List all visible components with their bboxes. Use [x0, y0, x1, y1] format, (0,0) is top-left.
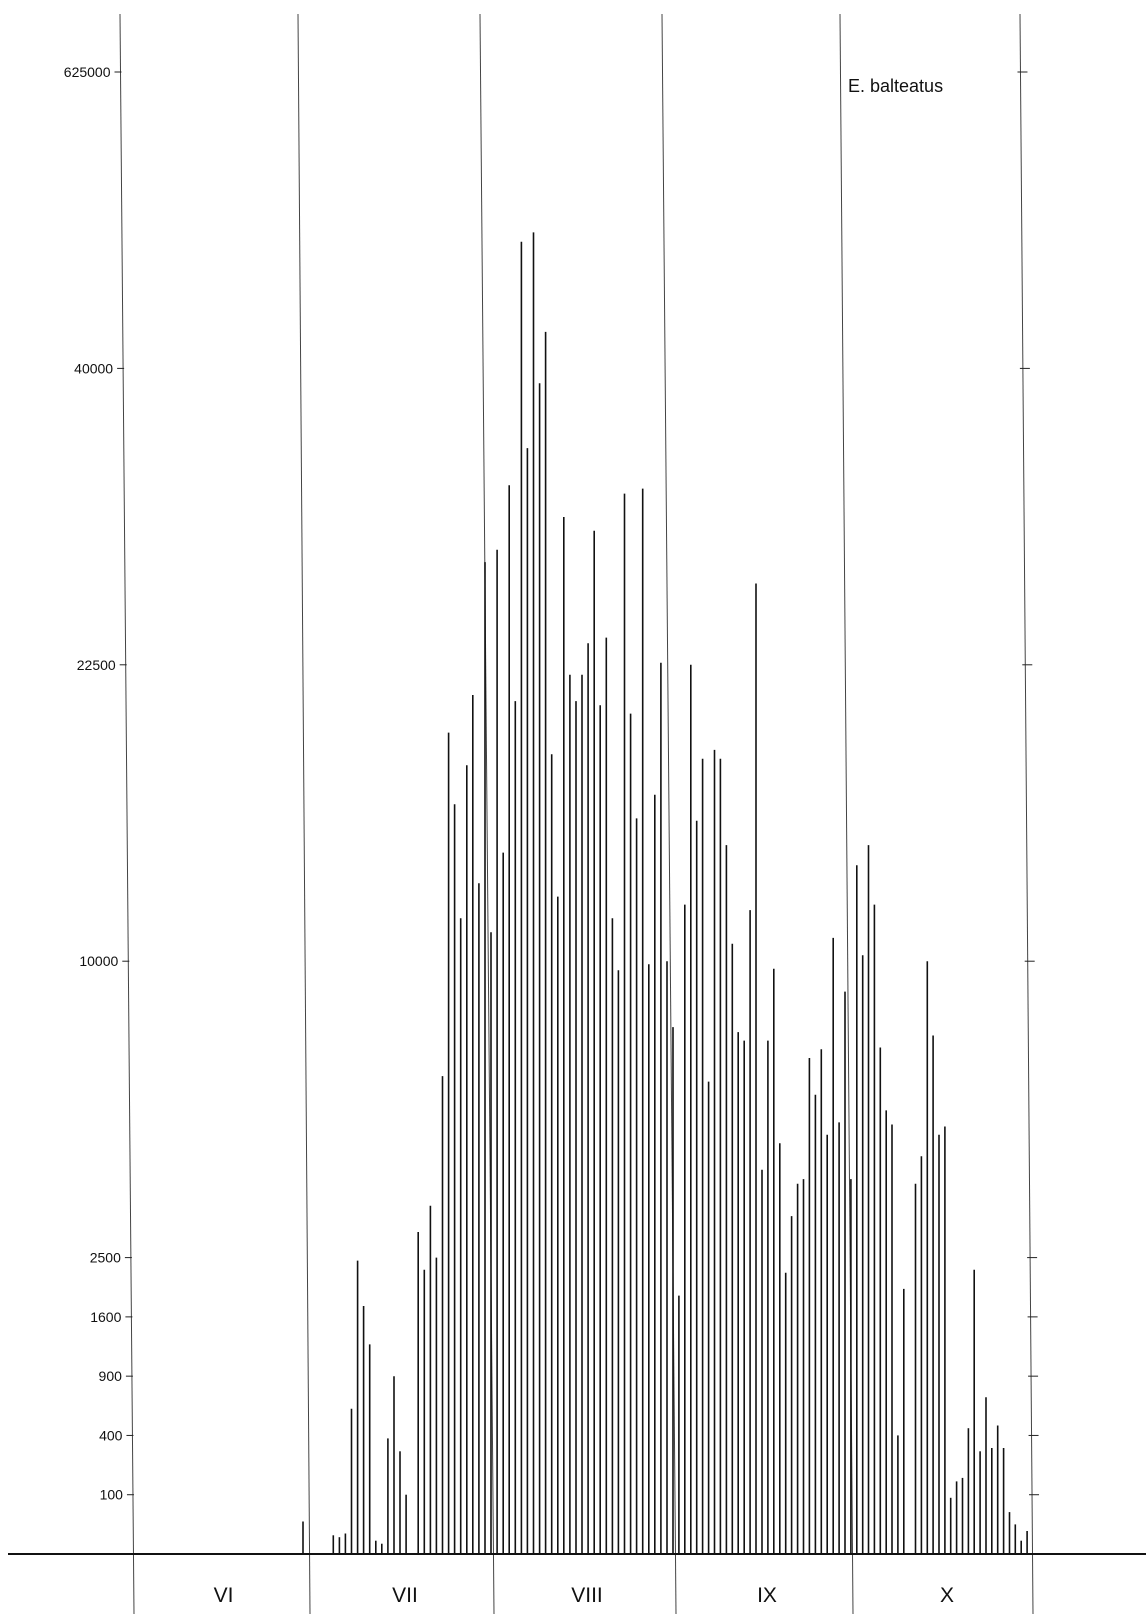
y-tick-label: 625000 [64, 64, 111, 80]
month-label-VI: VI [214, 1584, 234, 1607]
y-tick-label: 40000 [74, 360, 113, 376]
month-divider-lines [119, 13, 1034, 1614]
y-tick-label: 1600 [90, 1309, 121, 1325]
y-tick-label: 2500 [90, 1250, 121, 1266]
month-label-VIII: VIII [571, 1584, 603, 1607]
month-divider-5 [1019, 13, 1034, 1614]
month-label-X: X [940, 1584, 954, 1607]
month-labels: VI VII VIII IX X [214, 1584, 954, 1607]
month-divider-3 [661, 13, 677, 1614]
month-label-IX: IX [757, 1584, 777, 1607]
species-label: E. balteatus [848, 76, 943, 96]
month-label-VII: VII [392, 1584, 418, 1607]
y-tick-label: 900 [99, 1368, 123, 1384]
y-tick-label: 22500 [77, 657, 116, 673]
y-tick-label: 400 [99, 1427, 123, 1443]
y-tick-label: 10000 [79, 953, 118, 969]
month-divider-0 [119, 13, 135, 1614]
month-divider-1 [297, 13, 311, 1614]
bar-series [302, 232, 1028, 1554]
y-axis-ticks: 100 400 900 1600 2500 10000 22500 40000 625000 [64, 64, 1040, 1503]
month-divider-2 [479, 13, 495, 1614]
y-tick-label: 100 [100, 1487, 124, 1503]
